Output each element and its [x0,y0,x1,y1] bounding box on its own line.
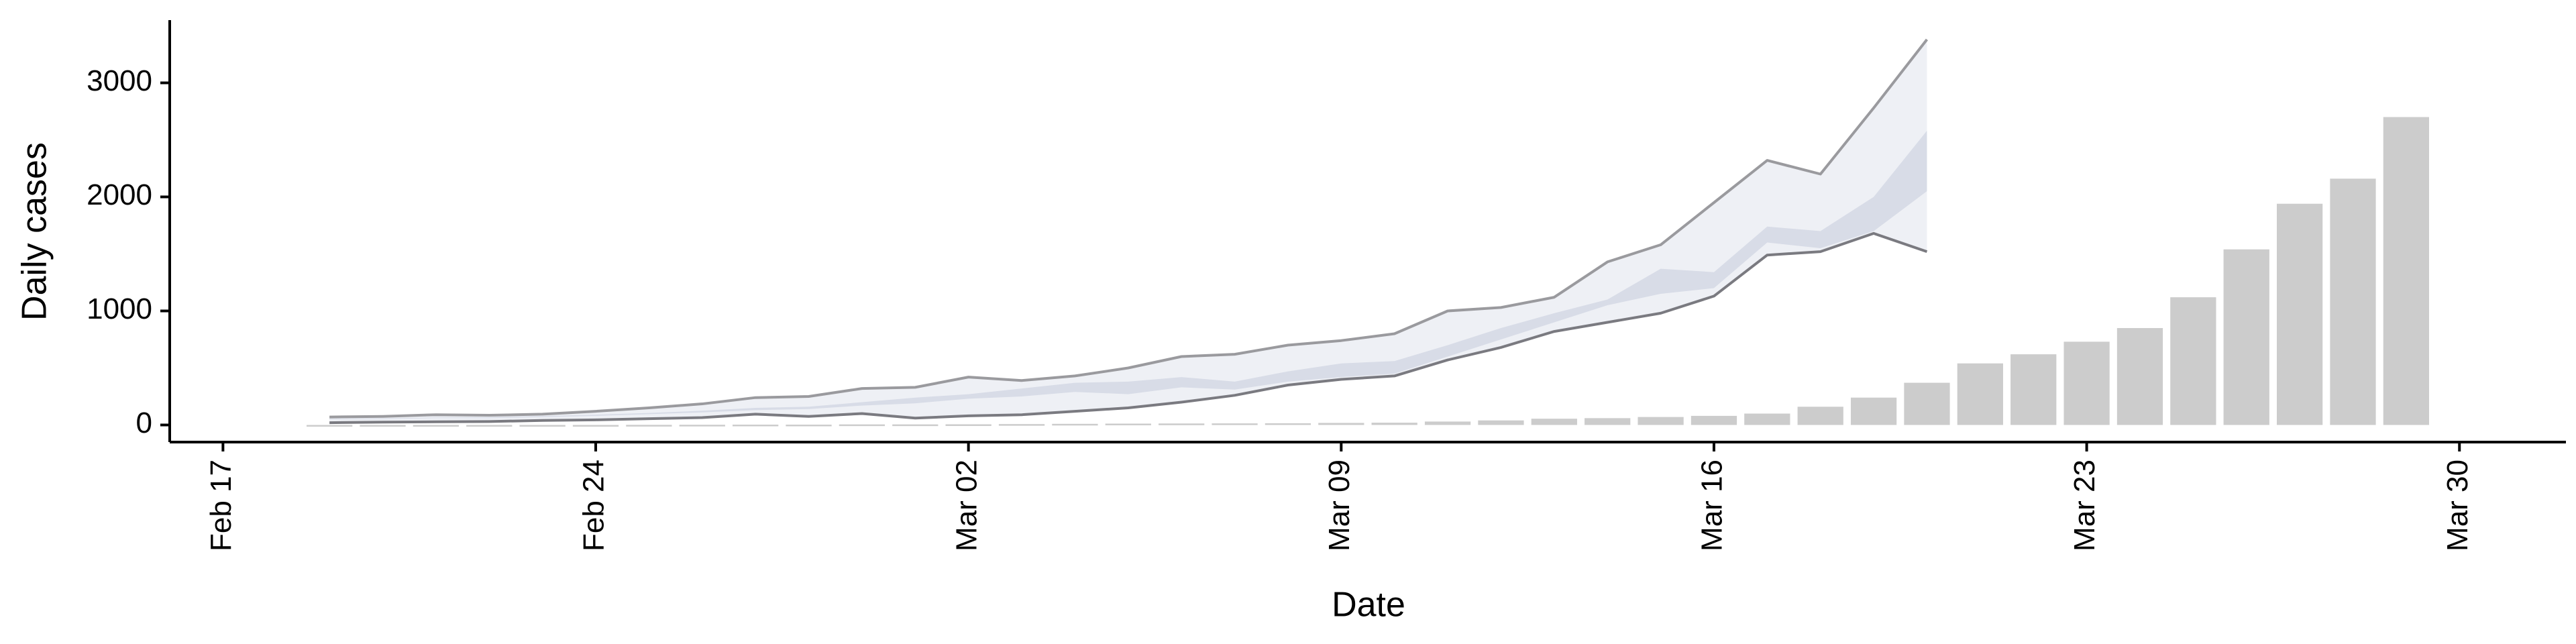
line [329,38,1929,419]
bar [413,425,460,427]
bar [1371,423,1417,425]
bar [733,424,779,427]
bar [2010,354,2057,425]
bar [1212,423,1258,425]
bar [2116,328,2163,425]
bar [360,425,406,427]
bar [2276,203,2323,425]
y-tick-label: 1000 [87,292,152,325]
bar [1797,407,1843,425]
bar [1424,421,1471,425]
bar [572,425,619,427]
bar [2223,249,2269,425]
bar [839,424,885,427]
bar [2170,297,2216,425]
bar [786,424,832,427]
bar [1318,423,1364,425]
bar [1159,423,1205,425]
bar [466,425,513,427]
bar [1105,423,1151,425]
x-tick-label: Mar 16 [1696,460,1729,551]
bar [1744,413,1790,425]
bar [1052,423,1098,426]
bar [626,425,672,427]
bar [1265,423,1311,425]
x-axis-title: Date [1332,586,1405,625]
bar [892,424,938,427]
bar [1904,382,1950,425]
bar [998,424,1045,426]
y-tick-label: 3000 [87,64,152,97]
bar [2063,341,2110,425]
bar [519,425,566,427]
bar [1531,419,1577,425]
y-tick-label: 0 [136,407,152,439]
bar [1585,418,1631,425]
bar [307,425,353,427]
bar [1478,420,1524,425]
bar [2383,117,2429,425]
band [329,39,1927,423]
x-tick-label: Mar 02 [950,460,983,551]
bar [679,425,725,427]
x-tick-label: Mar 30 [2441,460,2474,551]
line [329,231,1928,425]
x-tick-label: Feb 24 [578,460,610,551]
bar [1690,415,1737,425]
y-axis-title: Daily cases [15,142,54,321]
bar [1638,417,1684,425]
x-tick-label: Mar 09 [1323,460,1356,551]
bar [2330,178,2376,425]
bar [1850,397,1897,425]
bar [945,424,991,426]
x-tick-label: Feb 17 [205,460,237,551]
y-tick-label: 2000 [87,178,152,211]
bar [1957,363,2003,425]
x-tick-label: Mar 23 [2068,460,2101,551]
